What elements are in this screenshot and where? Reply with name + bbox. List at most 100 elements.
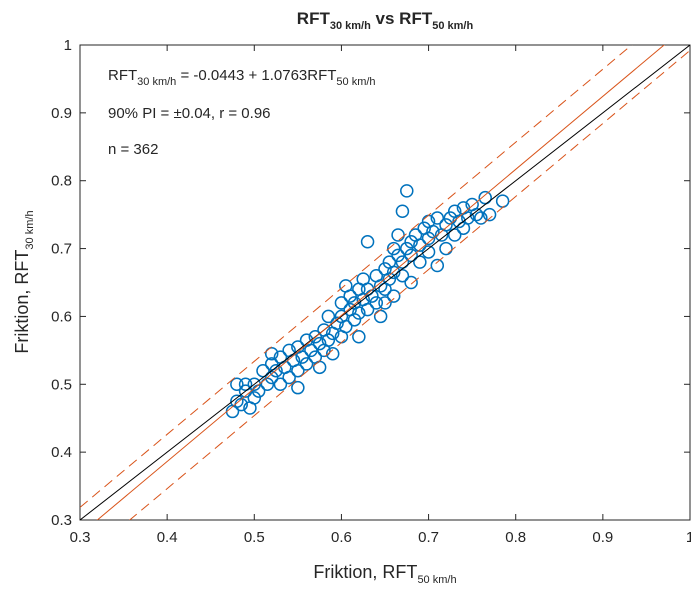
point [400,241,414,256]
point [273,377,288,392]
y-tick-label: 0.6 [51,308,72,325]
y-tick-label: 0.8 [51,173,72,190]
point [400,184,414,198]
y-tick-label: 0.5 [51,376,72,393]
point [404,275,418,290]
subscript: 30 km/h [24,210,36,249]
point [413,255,427,269]
point [369,296,384,310]
point [421,231,436,246]
point [386,265,401,280]
text-span: RFT [297,9,331,28]
text-span: = -0.0443 + 1.0763RFT [176,67,336,84]
point [391,228,405,242]
point [430,211,445,225]
point [391,248,405,263]
point [321,333,336,347]
point [404,248,418,263]
text-span: 90% PI = ±0.04, r = 0.96 [108,105,271,122]
point [478,190,492,205]
point [247,377,262,392]
y-tick-label: 1 [64,37,72,54]
reference-line [128,50,690,520]
point [360,302,375,317]
subscript: 50 km/h [432,20,473,32]
point [386,289,401,303]
point [308,330,323,344]
reference-line [96,45,665,520]
point [430,258,445,273]
point [295,350,309,364]
point [264,370,279,385]
point [395,268,410,283]
point [352,330,366,344]
point [373,279,388,293]
point [238,377,253,392]
y-tick-label: 0.3 [51,512,72,529]
point [404,235,418,249]
point [330,316,344,330]
point [334,296,349,310]
point [360,235,375,249]
x-axis-label: Friktion, RFT50 km/h [313,562,456,586]
point [447,228,462,242]
subscript: 30 km/h [137,76,176,88]
point [282,370,296,385]
point [312,336,327,351]
y-tick-label: 0.9 [51,105,72,122]
subscript: 50 km/h [417,574,456,586]
point [378,296,392,310]
subscript: 30 km/h [330,20,371,32]
point [269,363,283,378]
point [264,357,279,371]
point [299,357,314,371]
point [395,255,410,269]
point [386,241,401,256]
y-axis-label: Friktion, RFT30 km/h [12,210,36,353]
point [439,218,453,232]
point [347,313,362,327]
point [373,309,388,324]
point [260,377,275,392]
x-tick-label: 0.7 [418,529,439,546]
point [482,207,497,222]
point [469,207,484,222]
point [247,391,262,405]
y-tick-label: 0.4 [51,444,72,461]
text-span: n = 362 [108,141,158,158]
point [426,224,440,239]
point [264,347,279,361]
point [291,380,305,395]
plot-content [80,45,690,520]
text-span: Friktion, RFT [12,250,32,354]
y-tick-label: 0.7 [51,241,72,258]
point [474,211,488,225]
text-span: vs RFT [371,9,433,28]
point [304,343,318,358]
annotation: n = 362 [108,141,158,158]
point [461,211,475,225]
point [230,377,244,392]
point [291,363,305,378]
point [439,241,453,256]
x-tick-label: 0.6 [331,529,352,546]
subscript: 50 km/h [336,76,375,88]
point [382,272,397,286]
reference-line [80,45,690,520]
point [321,309,336,324]
point [343,289,357,303]
point [360,282,375,297]
point [395,204,410,218]
x-tick-label: 0.4 [157,529,178,546]
annotation: RFT30 km/h = -0.0443 + 1.0763RFT50 km/h [108,67,376,88]
reference-line [80,45,633,508]
point [421,245,436,259]
point [339,319,353,334]
point [230,394,244,408]
x-tick-label: 1 [686,529,691,546]
x-tick-label: 0.3 [70,529,91,546]
x-tick-label: 0.9 [592,529,613,546]
x-tick-label: 0.8 [505,529,526,546]
point [352,306,366,320]
